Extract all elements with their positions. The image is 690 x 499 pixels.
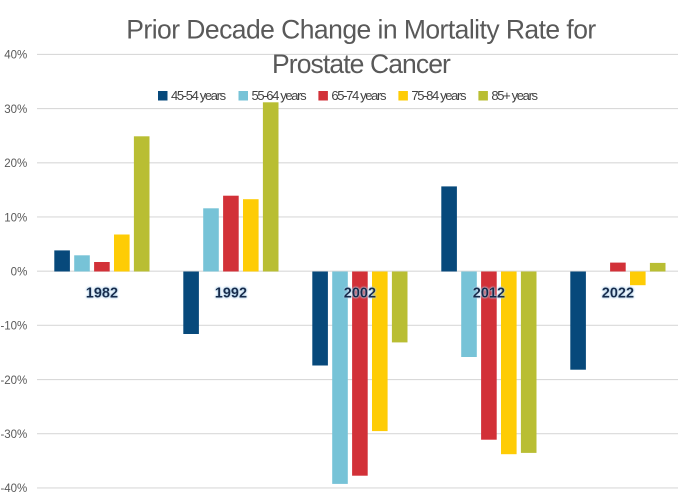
- svg-text:30%: 30%: [4, 104, 27, 116]
- svg-text:45-54 years: 45-54 years: [171, 88, 227, 103]
- svg-text:0%: 0%: [11, 267, 28, 279]
- svg-text:20%: 20%: [4, 158, 27, 170]
- svg-text:-40%: -40%: [0, 483, 27, 495]
- svg-text:-10%: -10%: [0, 321, 27, 333]
- svg-text:1992: 1992: [215, 286, 247, 302]
- svg-text:75-84 years: 75-84 years: [411, 88, 467, 103]
- svg-text:2022: 2022: [602, 286, 634, 302]
- svg-text:2002: 2002: [344, 286, 376, 302]
- svg-text:55-64 years: 55-64 years: [252, 88, 308, 103]
- svg-text:40%: 40%: [4, 50, 27, 62]
- svg-text:65-74 years: 65-74 years: [331, 88, 387, 103]
- svg-text:-30%: -30%: [0, 429, 27, 441]
- svg-text:10%: 10%: [4, 212, 27, 224]
- svg-text:Prior Decade Change in Mortali: Prior Decade Change in Mortality Rate fo…: [126, 14, 596, 44]
- svg-text:1982: 1982: [86, 286, 118, 302]
- svg-text:-20%: -20%: [0, 375, 27, 387]
- svg-text:85+ years: 85+ years: [491, 88, 538, 103]
- svg-text:2012: 2012: [473, 286, 505, 302]
- svg-text:Prostate Cancer: Prostate Cancer: [272, 49, 451, 79]
